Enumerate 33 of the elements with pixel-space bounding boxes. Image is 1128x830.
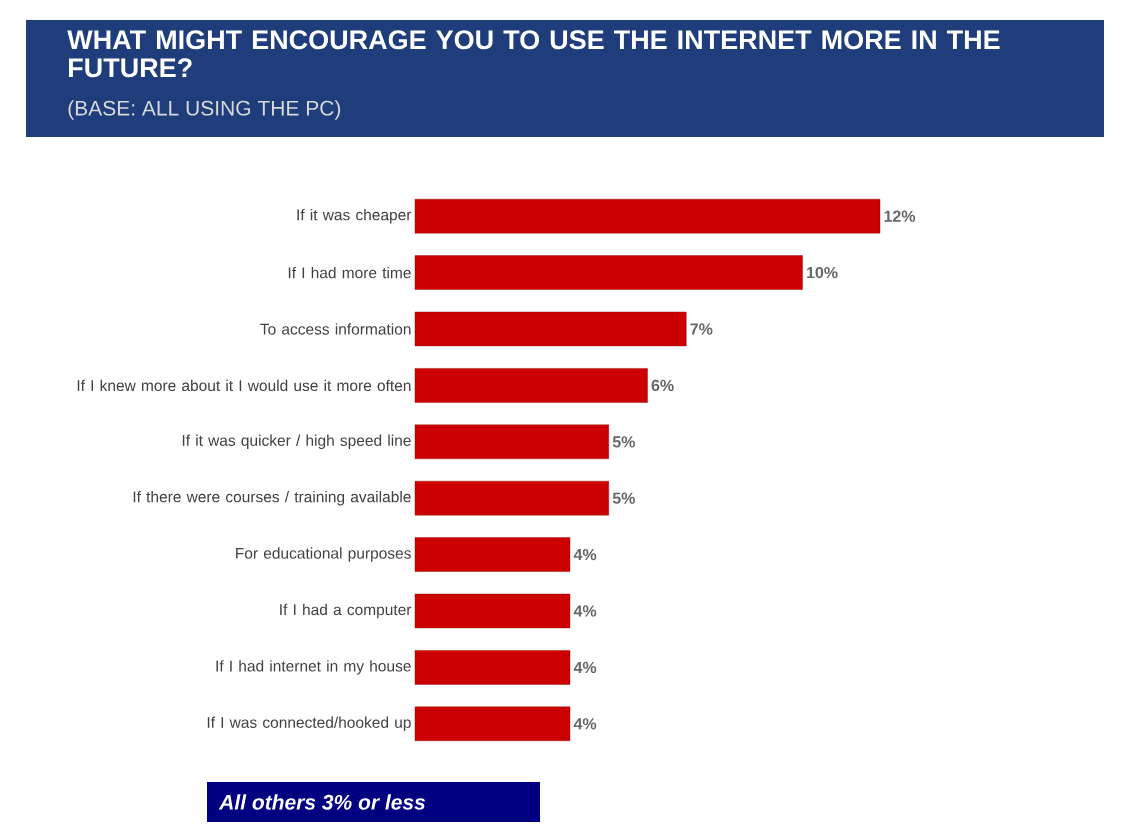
bar — [414, 424, 609, 459]
text: All others 3% or less — [218, 794, 426, 810]
bar — [414, 311, 687, 347]
y-tick-label: For educational purposes — [236, 547, 411, 562]
data-label: 10% — [807, 266, 838, 279]
bar — [414, 480, 609, 516]
y-tick-label: If there were courses / training available — [133, 490, 411, 506]
data-label: 4% — [573, 661, 597, 674]
y-tick-label: If I was connected/hooked up — [207, 716, 411, 732]
y-tick-label: If I had more time — [288, 266, 411, 279]
data-label: 5% — [612, 492, 635, 504]
bar — [414, 650, 571, 685]
text: (BASE: ALL USING THE PC) — [68, 100, 341, 120]
y-tick-label: If it was quicker / high speed line — [182, 434, 411, 450]
data-label: 6% — [651, 379, 674, 392]
bar — [414, 593, 571, 629]
data-label: 4% — [573, 718, 597, 730]
data-label: 12% — [884, 210, 916, 222]
y-tick-label: If it was cheaper — [297, 208, 412, 224]
y-tick-label: If I had a computer — [280, 603, 412, 619]
bar — [414, 199, 881, 234]
data-label: 7% — [690, 323, 713, 335]
y-tick-label: To access information — [260, 323, 411, 335]
data-label: 4% — [573, 548, 597, 561]
data-label: 4% — [573, 605, 597, 617]
bar — [414, 255, 803, 290]
bar — [414, 537, 571, 572]
bar — [414, 706, 571, 741]
bar — [414, 368, 648, 403]
data-label: 5% — [612, 436, 635, 448]
chart-title: WHAT MIGHT ENCOURAGE YOU TO USE THE INTERNET MORE IN THE FUTURE? — [67, 30, 1000, 78]
y-tick-label: If I knew more about it I would use it more often — [77, 379, 411, 392]
y-tick-label: If I had internet in my house — [216, 660, 411, 675]
